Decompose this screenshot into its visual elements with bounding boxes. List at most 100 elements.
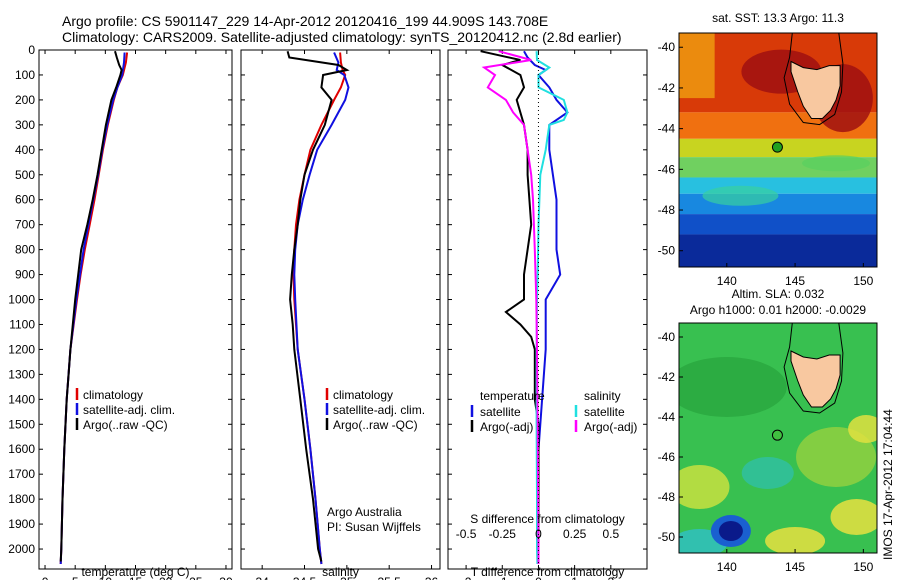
- y-tick-label: 1300: [8, 367, 35, 381]
- sla-anomaly-patch: [848, 415, 877, 443]
- x2-tick-label: 0.25: [563, 527, 587, 541]
- map-title: Altim. SLA: 0.032: [732, 287, 825, 301]
- y-tick-label: 100: [15, 68, 35, 82]
- y-tick-label: -46: [658, 450, 676, 464]
- map-title: sat. SST: 13.3 Argo: 11.3: [712, 11, 844, 25]
- series-line-argo-raw-qc-: [59, 50, 123, 562]
- sst-map-panel: 140 145 150 -40 -42 -44 -46 -48 -50 sat. SST: 13.…: [658, 11, 878, 288]
- argo-float-marker: [771, 429, 783, 441]
- x-tick-label: 145: [785, 560, 805, 574]
- y-tick-label: -50: [658, 530, 676, 544]
- x-tick-label: 5: [72, 575, 79, 580]
- sla-anomaly-patch: [741, 457, 794, 489]
- x-tick-label: 150: [853, 560, 873, 574]
- x-axis-label: salinity: [322, 565, 359, 579]
- plot-frame: [447, 49, 648, 570]
- x-tick-label: 140: [717, 274, 737, 288]
- plot-frame: [38, 49, 233, 570]
- difference-panel: -2 -1 0 1 2T difference from climatology -0.5…: [447, 49, 648, 580]
- series-line-argo-adj-: [481, 50, 540, 564]
- tasmania-landmass: [790, 350, 841, 408]
- y-tick-label: 1000: [8, 293, 35, 307]
- annotation-line: PI: Susan Wijffels: [327, 520, 421, 534]
- sla-anomaly-patch: [679, 357, 787, 417]
- y-tick-label: 1100: [9, 317, 35, 331]
- x-tick-label: 0: [42, 575, 49, 580]
- x-axis-label: T difference from climatology: [471, 565, 625, 579]
- plot-frame: [240, 49, 441, 570]
- y-tick-label: 700: [15, 218, 35, 232]
- header-line-1: Argo profile: CS 5901147_229 14-Apr-2012…: [62, 13, 548, 29]
- sst-patch: [679, 33, 715, 99]
- sst-patch: [802, 155, 871, 172]
- salinity-panel: 34 34.5 35 35.5 36 salinity climatologysatelli…: [240, 49, 441, 580]
- x-tick-label: 25: [189, 575, 203, 580]
- legend-entry: climatology: [333, 388, 393, 402]
- legend-entry: Argo(-adj): [584, 420, 637, 434]
- legend-entry: Argo(..raw -QC): [83, 418, 168, 432]
- y-tick-label: -42: [658, 81, 676, 95]
- sst-patch: [702, 185, 779, 206]
- series-line-satellite-adj-clim-: [293, 52, 350, 565]
- x-tick-label: 15: [129, 575, 143, 580]
- x2-tick-label: -0.25: [489, 527, 517, 541]
- y-tick-label: 300: [15, 118, 35, 132]
- x-tick-label: 34: [255, 575, 269, 580]
- map-layer: [679, 323, 877, 553]
- x-tick-label: 10: [99, 575, 113, 580]
- y-tick-label: -48: [658, 203, 676, 217]
- y-tick-label: -44: [658, 122, 676, 136]
- x2-tick-label: -0.5: [456, 527, 477, 541]
- series-line-argo-raw-qc-: [286, 50, 350, 562]
- y-tick-label: 200: [15, 93, 35, 107]
- sla-anomaly-patch: [796, 427, 877, 487]
- legend-entry: satellite: [584, 405, 625, 419]
- y-tick-label: -44: [658, 410, 676, 424]
- y-tick-label: 0: [28, 43, 35, 57]
- x-tick-label: 34.5: [293, 575, 317, 580]
- map-frame: [678, 32, 878, 268]
- x-tick-label: 140: [717, 560, 737, 574]
- y-tick-label: -40: [658, 40, 676, 54]
- y-tick-label: 800: [15, 243, 35, 257]
- annotation-line: Argo Australia: [327, 505, 402, 519]
- legend-group-title: salinity: [584, 389, 621, 403]
- y-tick-label: 1200: [8, 342, 35, 356]
- argo-float-marker: [771, 141, 783, 153]
- y-tick-label: -42: [658, 370, 676, 384]
- y-tick-label: 1800: [8, 492, 35, 506]
- sla-anomaly-patch: [830, 499, 877, 535]
- imos-timestamp: IMOS 17-Apr-2012 17:04:44: [881, 409, 895, 560]
- tasmania-landmass: [790, 60, 841, 119]
- map-layer: [679, 33, 877, 267]
- y-tick-label: 900: [15, 268, 35, 282]
- legend-group-title: temperature: [480, 389, 545, 403]
- eddy-core: [718, 521, 743, 541]
- temperature-panel: 0100200300400500600700800900100011001200…: [8, 43, 233, 580]
- sla-map-panel: 140 145 150 -40 -42 -44 -46 -48 -50 Altim. SLA: 0…: [658, 287, 878, 574]
- shelf-contour: [783, 323, 844, 414]
- legend-entry: Argo(..raw -QC): [333, 418, 418, 432]
- y-tick-label: 1900: [8, 517, 35, 531]
- legend-entry: Argo(-adj): [480, 420, 533, 434]
- legend-entry: satellite-adj. clim.: [333, 403, 425, 417]
- x-tick-label: 20: [159, 575, 173, 580]
- y-tick-label: -48: [658, 490, 676, 504]
- legend-entry: satellite-adj. clim.: [83, 403, 175, 417]
- y-tick-label: -40: [658, 330, 676, 344]
- shelf-contour: [783, 33, 844, 126]
- sst-band: [679, 214, 877, 235]
- x2-tick-label: 0: [535, 527, 542, 541]
- map-subtitle: Argo h1000: 0.01 h2000: -0.0029: [690, 303, 866, 317]
- y-tick-label: 1400: [8, 392, 35, 406]
- x-tick-label: 2: [607, 575, 614, 580]
- y-tick-label: 600: [15, 193, 35, 207]
- y-tick-label: 500: [15, 168, 35, 182]
- x-tick-label: 150: [853, 274, 873, 288]
- x2-axis-label: S difference from climatology: [470, 512, 625, 526]
- y-tick-label: 1700: [8, 467, 35, 481]
- x-tick-label: 35.5: [378, 575, 402, 580]
- x-tick-label: 1: [571, 575, 578, 580]
- x2-tick-label: 0.5: [602, 527, 619, 541]
